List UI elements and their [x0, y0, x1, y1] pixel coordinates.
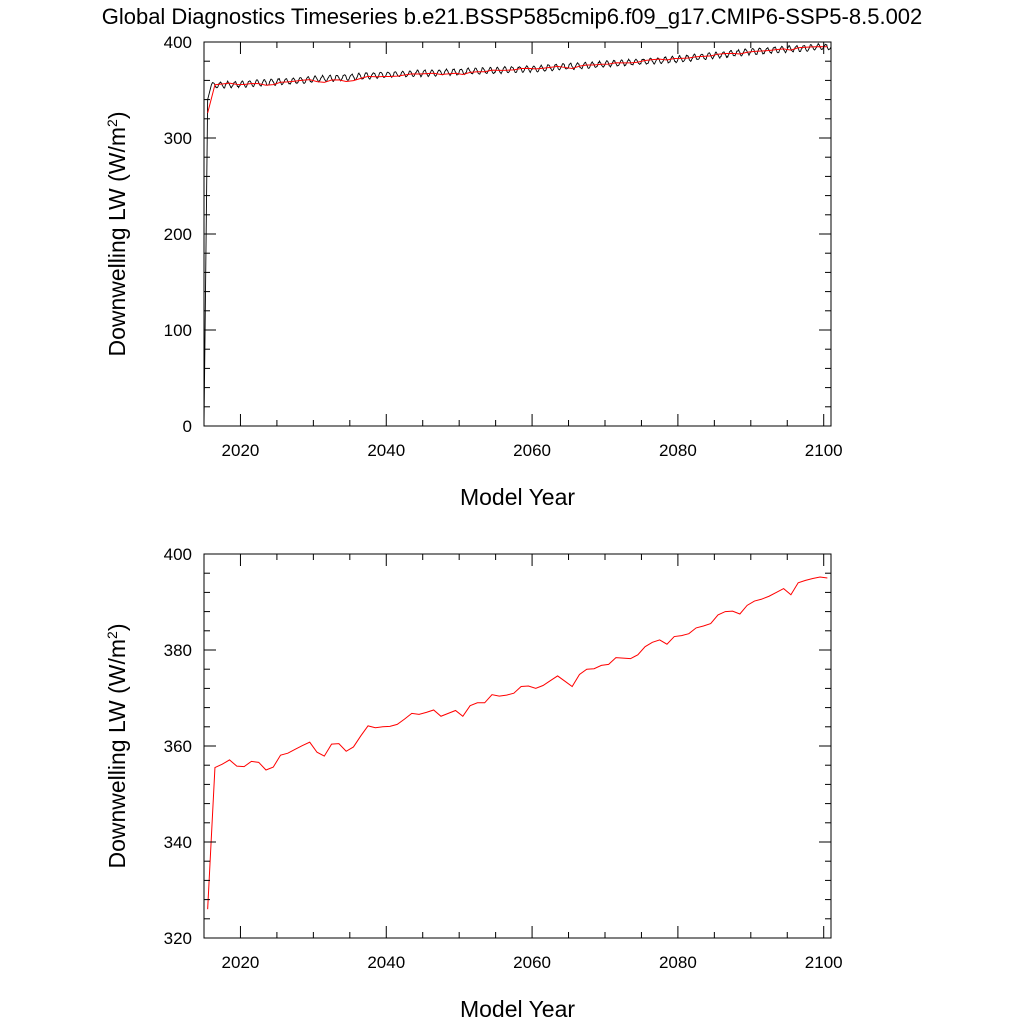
top-series-annual [207, 46, 828, 114]
top-x-tick-label: 2020 [222, 441, 260, 460]
bottom-plot-frame [203, 553, 832, 939]
bottom-y-axis-label: Downwelling LW (W/m2) [104, 623, 130, 868]
top-plot-lines [204, 42, 831, 426]
bottom-tick-labels: 2020 2040 2060 2080 2100 320 340 360 380 400 [164, 545, 843, 972]
bottom-y-tick-label: 380 [164, 641, 192, 660]
bottom-x-tick-label: 2060 [513, 953, 551, 972]
bottom-series-annual [207, 576, 828, 910]
top-plot-frame [203, 41, 832, 427]
top-x-axis-label: Model Year [460, 484, 575, 510]
top-x-tick-label: 2060 [513, 441, 551, 460]
top-y-axis-label-sup: 2 [104, 119, 120, 127]
bottom-y-tick-label: 360 [164, 737, 192, 756]
bottom-x-tick-label: 2040 [367, 953, 405, 972]
bottom-y-tick-label: 320 [164, 929, 192, 948]
top-y-tick-label: 200 [164, 225, 192, 244]
bottom-plot-lines [207, 576, 828, 910]
bottom-x-axis-label: Model Year [460, 996, 575, 1022]
top-tick-labels: 2020 2040 2060 2080 2100 0 100 200 300 400 [164, 33, 843, 460]
bottom-y-tick-label: 340 [164, 833, 192, 852]
bottom-y-axis-label-main: Downwelling LW (W/m [104, 639, 130, 869]
top-x-tick-label: 2040 [367, 441, 405, 460]
top-y-tick-label: 0 [183, 417, 192, 436]
bottom-y-axis-label-sup: 2 [104, 631, 120, 639]
top-panel: 2020 2040 2060 2080 2100 0 100 200 300 400 Model … [104, 33, 843, 510]
bottom-panel: 2020 2040 2060 2080 2100 320 340 360 380 400 Mode… [104, 545, 843, 1022]
top-y-tick-label: 300 [164, 129, 192, 148]
top-x-tick-label: 2100 [805, 441, 843, 460]
bottom-y-tick-label: 400 [164, 545, 192, 564]
bottom-ticks [203, 553, 831, 939]
top-y-axis-label-close: ) [104, 111, 130, 119]
bottom-x-tick-label: 2080 [659, 953, 697, 972]
top-y-axis-label-main: Downwelling LW (W/m [104, 127, 130, 357]
top-y-tick-label: 400 [164, 33, 192, 52]
top-x-tick-label: 2080 [659, 441, 697, 460]
top-ticks [203, 41, 831, 427]
figure-title: Global Diagnostics Timeseries b.e21.BSSP… [102, 4, 923, 29]
bottom-x-tick-label: 2020 [222, 953, 260, 972]
top-y-tick-label: 100 [164, 321, 192, 340]
bottom-x-tick-label: 2100 [805, 953, 843, 972]
top-y-axis-label: Downwelling LW (W/m2) [104, 111, 130, 356]
bottom-y-axis-label-close: ) [104, 623, 130, 631]
top-series-monthly [204, 42, 831, 426]
